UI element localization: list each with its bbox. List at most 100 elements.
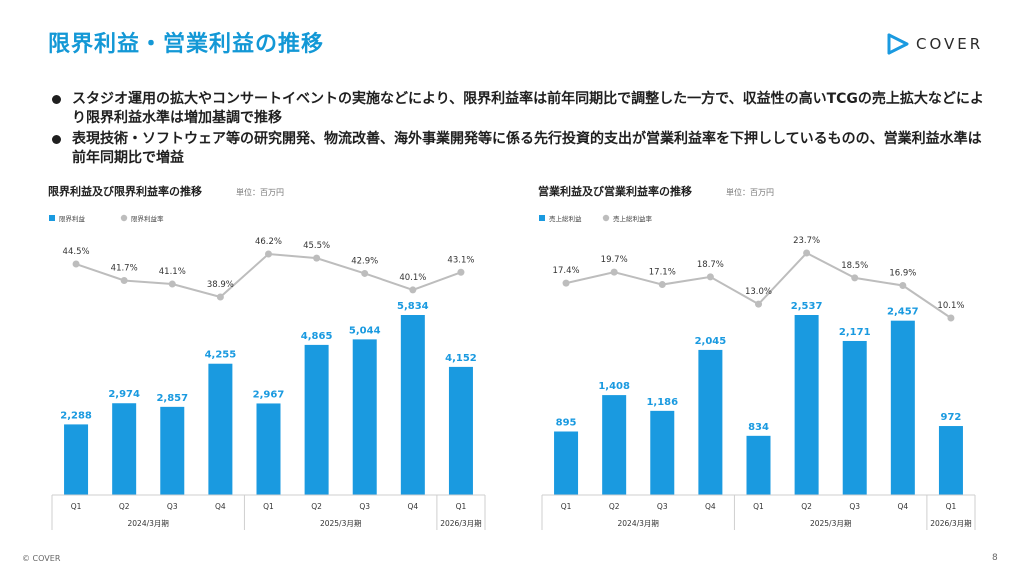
bar: [64, 424, 89, 495]
bar-value-label: 4,152: [445, 353, 477, 364]
rate-value-label: 13.0%: [745, 287, 772, 297]
bar-value-label: 1,186: [646, 397, 678, 408]
cover-logo-icon: [887, 33, 909, 55]
x-tick-label: Q3: [167, 502, 178, 511]
bar-value-label: 5,044: [349, 325, 381, 336]
bar-value-label: 1,408: [598, 381, 630, 392]
group-label: 2026/3月期: [930, 519, 971, 528]
rate-value-label: 41.7%: [111, 264, 138, 274]
bar-value-label: 2,537: [791, 301, 823, 312]
bullet-item: スタジオ運用の拡大やコンサートイベントの実施などにより、限界利益率は前年同期比で…: [48, 90, 988, 128]
x-tick-label: Q4: [705, 502, 716, 511]
x-tick-label: Q4: [215, 502, 226, 511]
rate-value-label: 10.1%: [937, 301, 964, 311]
x-tick-label: Q4: [897, 502, 908, 511]
bullet-dot: [52, 135, 61, 144]
rate-point: [947, 314, 955, 322]
cover-logo: COVER: [886, 33, 983, 55]
bar-value-label: 834: [748, 422, 769, 433]
legend-bar-label: 売上総利益: [549, 214, 582, 223]
bar-value-label: 5,834: [397, 301, 429, 312]
rate-point: [562, 279, 570, 287]
chart-title: 営業利益及び営業利益率の推移: [538, 184, 692, 198]
bar-value-label: 4,865: [301, 331, 333, 342]
x-tick-label: Q4: [407, 502, 418, 511]
bar: [448, 366, 473, 495]
rate-point: [361, 269, 369, 277]
rate-value-label: 19.7%: [601, 255, 628, 265]
copyright: © COVER: [22, 554, 61, 563]
rate-value-label: 43.1%: [447, 255, 474, 265]
unit-label: 単位：百万円: [236, 187, 284, 197]
x-tick-label: Q1: [263, 502, 274, 511]
x-tick-label: Q2: [311, 502, 322, 511]
rate-point: [610, 268, 618, 276]
rate-value-label: 45.5%: [303, 241, 330, 251]
rate-value-label: 17.4%: [553, 266, 580, 276]
rate-value-label: 17.1%: [649, 268, 676, 278]
bar: [112, 403, 137, 495]
rate-point: [216, 293, 224, 301]
rate-value-label: 23.7%: [793, 236, 820, 246]
rate-point: [72, 260, 80, 268]
group-label: 2025/3月期: [810, 519, 851, 528]
group-label: 2025/3月期: [320, 519, 361, 528]
bar: [938, 426, 963, 495]
rate-value-label: 46.2%: [255, 237, 282, 247]
rate-value-label: 40.1%: [399, 273, 426, 283]
bar: [890, 320, 915, 495]
legend-bar-swatch: [49, 215, 55, 221]
bar: [746, 435, 771, 495]
bar: [602, 395, 627, 495]
rate-point: [851, 274, 859, 282]
bar: [650, 410, 675, 495]
rate-value-label: 42.9%: [351, 256, 378, 266]
x-tick-label: Q3: [359, 502, 370, 511]
page-title: 限界利益・営業利益の推移: [48, 32, 325, 57]
rate-value-label: 18.7%: [697, 260, 724, 270]
bar: [208, 363, 233, 495]
rate-point: [755, 300, 762, 308]
x-tick-label: Q1: [71, 502, 82, 511]
bar: [794, 315, 819, 495]
bar-value-label: 2,857: [156, 393, 188, 404]
group-label: 2024/3月期: [128, 519, 169, 528]
group-label: 2024/3月期: [618, 519, 659, 528]
bar: [160, 406, 185, 495]
bar-value-label: 895: [556, 417, 577, 428]
bullet-text: 表現技術・ソフトウェア等の研究開発、物流改善、海外事業開発等に係る先行投資的支出…: [72, 131, 982, 166]
rate-value-label: 41.1%: [159, 267, 186, 277]
bar-value-label: 4,255: [205, 350, 237, 361]
rate-point: [899, 282, 907, 289]
bar: [554, 431, 579, 495]
bar-value-label: 2,974: [108, 389, 140, 400]
x-tick-label: Q2: [801, 502, 812, 511]
x-tick-label: Q1: [946, 502, 957, 511]
bar: [698, 349, 723, 495]
rate-point: [706, 273, 714, 281]
legend-line-label: 限界利益率: [131, 214, 164, 223]
x-tick-label: Q3: [657, 502, 668, 511]
rate-value-label: 44.5%: [63, 247, 90, 257]
bar-value-label: 2,171: [839, 327, 871, 338]
page-number: 8: [992, 553, 998, 563]
x-tick-label: Q1: [456, 502, 467, 511]
legend-line-label: 売上総利益率: [613, 214, 653, 223]
bar-value-label: 2,457: [887, 307, 919, 318]
x-tick-label: Q1: [561, 502, 572, 511]
rate-point: [120, 277, 128, 285]
bullet-item: 表現技術・ソフトウェア等の研究開発、物流改善、海外事業開発等に係る先行投資的支出…: [48, 130, 988, 168]
rate-point: [313, 254, 321, 262]
legend-bar-label: 限界利益: [59, 214, 86, 223]
bar-value-label: 972: [941, 412, 962, 423]
bar: [256, 403, 281, 495]
bullet-dot: [52, 95, 61, 104]
group-label: 2026/3月期: [440, 519, 481, 528]
bar-value-label: 2,967: [253, 389, 285, 400]
rate-value-label: 18.5%: [841, 261, 868, 271]
bar: [352, 339, 377, 495]
legend-bar-swatch: [539, 215, 545, 221]
legend-line-swatch: [602, 214, 610, 222]
bullet-text: スタジオ運用の拡大やコンサートイベントの実施などにより、限界利益率は前年同期比で…: [72, 91, 984, 126]
bar: [304, 344, 329, 495]
